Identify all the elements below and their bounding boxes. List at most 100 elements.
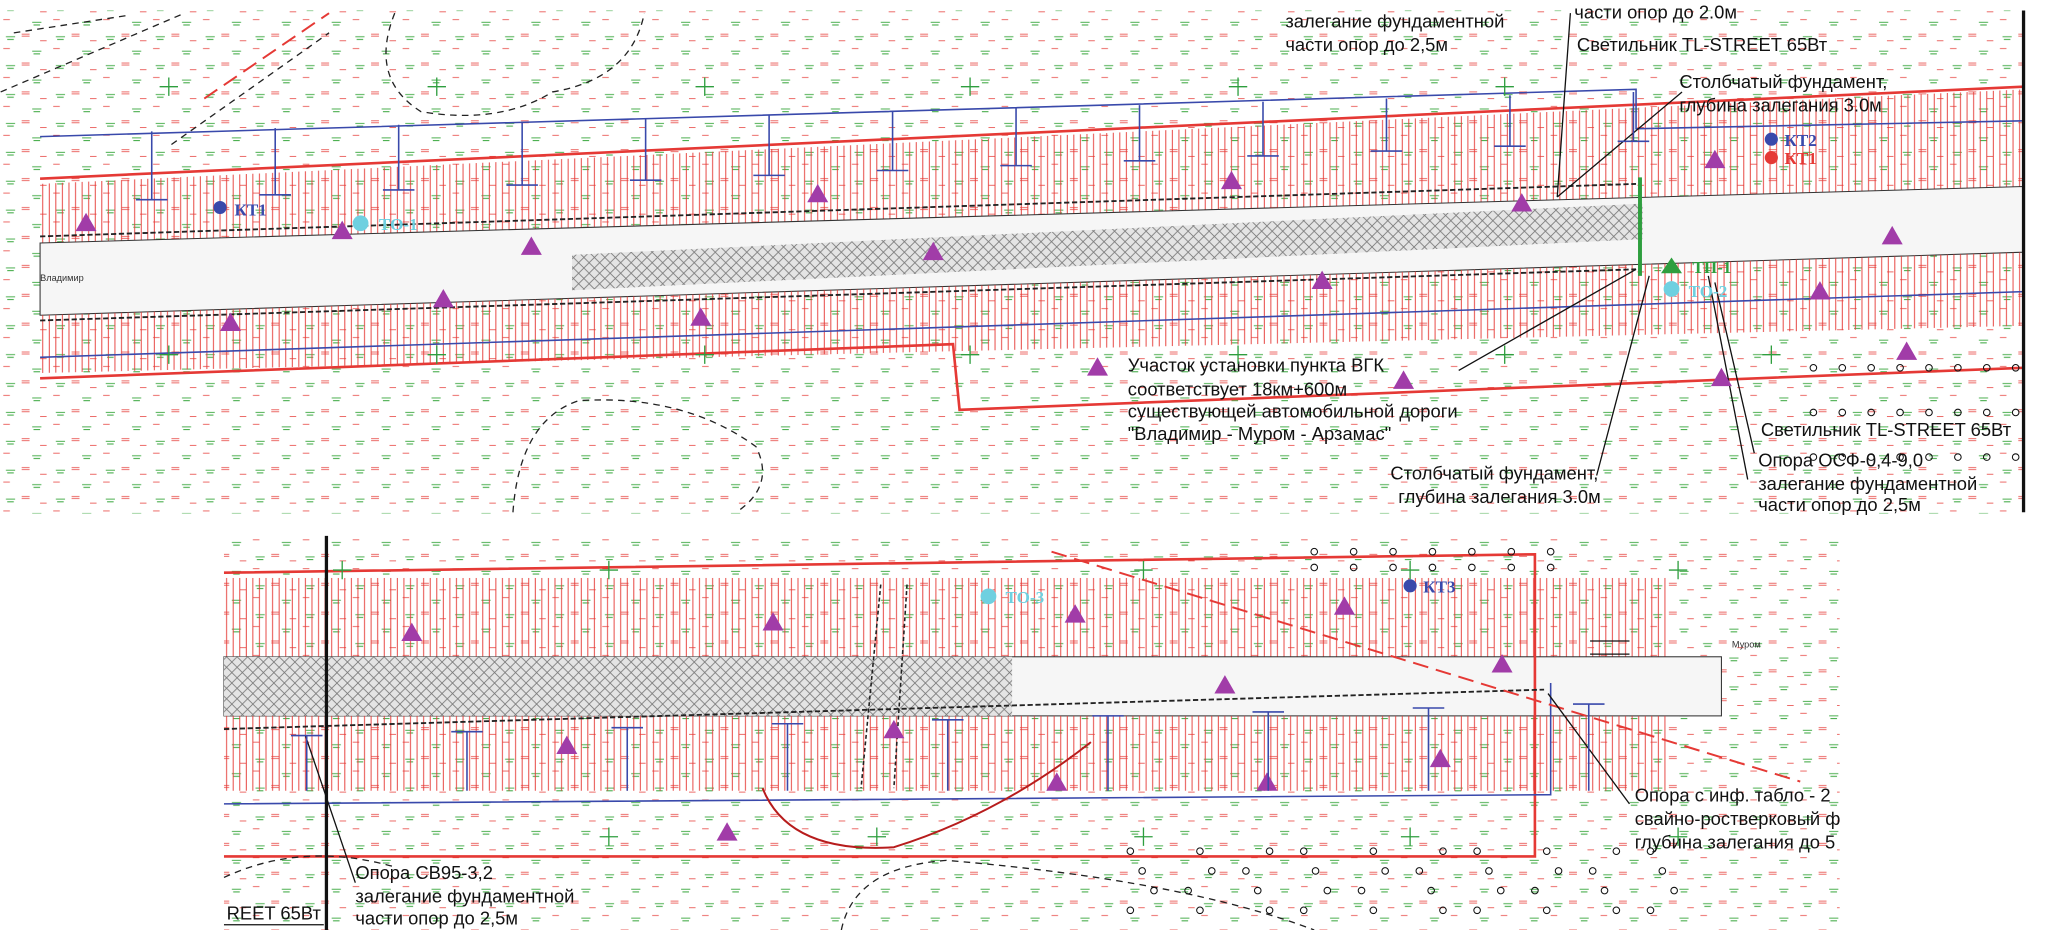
tree (1954, 453, 1962, 461)
leader (1458, 13, 1755, 480)
survey-point (690, 307, 712, 326)
note: свайно-ростверковый ф (1635, 808, 1841, 829)
lamp-post (1252, 711, 1285, 791)
tree (1809, 363, 1818, 372)
label: ТО-2 (1689, 282, 1728, 301)
tree (1389, 563, 1397, 572)
lamp-post (753, 114, 785, 177)
embankment (223, 715, 1669, 791)
lamp-post (629, 118, 662, 182)
tree (1867, 363, 1875, 372)
tree (1982, 408, 1991, 417)
power-line (40, 182, 1637, 238)
tree (1349, 547, 1358, 556)
survey-point (762, 612, 784, 631)
road-name: Владимир (40, 273, 84, 283)
power-line (40, 268, 1637, 322)
tree (1531, 886, 1539, 895)
grid-cross (1134, 827, 1153, 846)
survey-point (1511, 193, 1533, 212)
tree (1415, 867, 1424, 875)
survey-point (556, 735, 578, 754)
lamp-post (1092, 715, 1124, 791)
cable (40, 88, 2024, 138)
grid-cross (333, 560, 352, 580)
marker (980, 588, 997, 605)
tree (1838, 363, 1847, 372)
note: существующей автомобильной дороги (1128, 401, 1458, 422)
grid-cross (960, 345, 980, 364)
label: ТО-3 (1006, 588, 1045, 607)
grid-cross (1400, 560, 1420, 580)
tree (1150, 886, 1158, 895)
tree (1925, 363, 1933, 372)
marker (1661, 257, 1683, 274)
grid-cross (427, 345, 446, 364)
survey-point (1046, 772, 1068, 791)
tree (1196, 847, 1204, 855)
tree (1427, 886, 1435, 895)
survey-point (331, 220, 353, 240)
tree (1473, 847, 1481, 855)
note: соответствует 18км+600м (1128, 378, 1347, 399)
contour (512, 399, 764, 513)
power-line (223, 688, 1545, 730)
note: глубина залегания до 5 (1635, 832, 1836, 853)
red-dash (203, 12, 330, 100)
label: КТ2 (1784, 131, 1816, 150)
tree (1925, 408, 1933, 417)
tree (1982, 453, 1991, 461)
survey-point (1393, 370, 1415, 389)
tree (1982, 363, 1991, 372)
lamp-post (1000, 108, 1032, 167)
lamp-post (876, 111, 909, 172)
grid-cross (1495, 77, 1514, 96)
tree (1867, 453, 1875, 461)
survey-point (1896, 341, 1918, 360)
tree (1265, 847, 1274, 855)
gas-line (761, 741, 1092, 849)
grid-cross (1668, 827, 1688, 846)
tree (1428, 563, 1437, 572)
lamp-post (931, 719, 964, 791)
marker (213, 200, 227, 215)
survey-point (1311, 270, 1333, 289)
culvert (860, 584, 908, 789)
survey-point (1429, 748, 1451, 768)
tree (1428, 547, 1437, 556)
tree (1369, 847, 1378, 855)
label: КТ1 (1784, 149, 1816, 168)
symbols (75, 77, 2020, 915)
road-name: Муром (1732, 640, 1761, 650)
note: глубина залегания 3.0м (1679, 95, 1881, 116)
grid-cross (599, 560, 619, 580)
grid-cross (1134, 560, 1153, 580)
tree (1896, 408, 1904, 417)
tree (1126, 847, 1135, 855)
lamp-post (290, 734, 323, 791)
tree (1954, 363, 1962, 372)
tree (1554, 867, 1563, 875)
tree (1546, 547, 1555, 556)
tree (1468, 563, 1476, 572)
grid-cross (1400, 827, 1420, 846)
tree (1542, 847, 1551, 855)
median (223, 656, 1013, 716)
lamp-post (1370, 98, 1403, 152)
note: Столбчатый фундамент, (1679, 71, 1887, 92)
contour (0, 12, 330, 146)
tree (1369, 906, 1378, 915)
tree (1439, 906, 1447, 915)
lamp-post (611, 726, 643, 791)
survey-point (1333, 596, 1355, 615)
lamp-post (1123, 105, 1156, 162)
grid-cross (1495, 345, 1514, 364)
tree (1809, 408, 1818, 417)
tree (1468, 547, 1476, 556)
note: залегание фундаментной (1285, 11, 1504, 32)
tree (1265, 906, 1274, 915)
grid-cross (695, 77, 714, 96)
tree (1867, 408, 1875, 417)
